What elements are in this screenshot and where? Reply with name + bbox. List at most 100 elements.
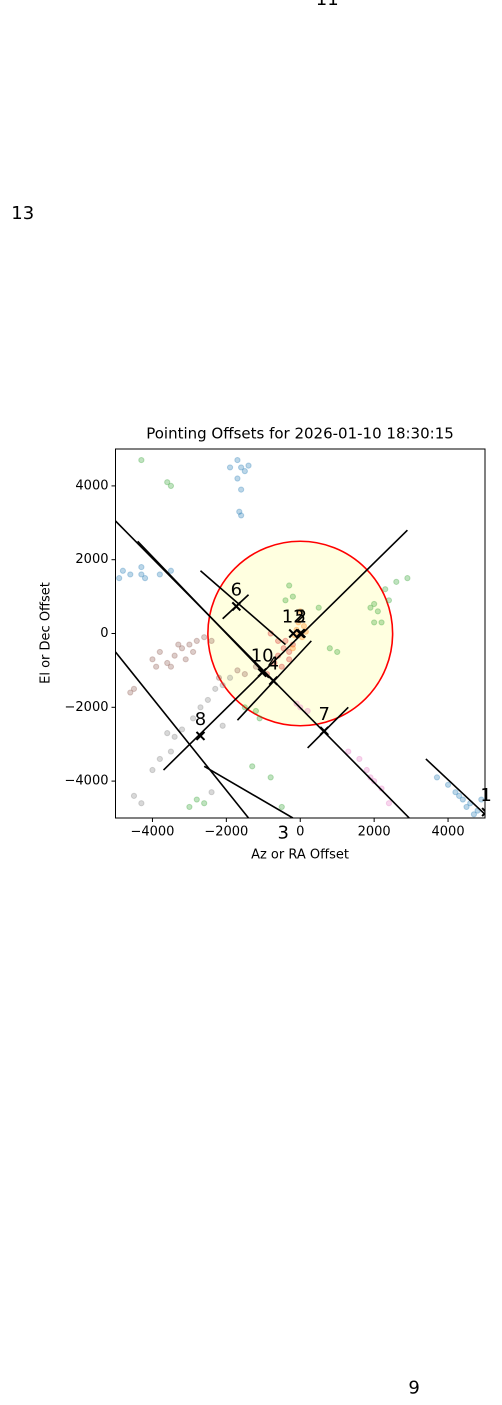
scatter-point bbox=[156, 755, 163, 763]
scatter-point bbox=[182, 656, 189, 663]
scatter-point bbox=[245, 462, 252, 469]
scatter-point bbox=[138, 800, 145, 807]
scatter-point bbox=[208, 789, 215, 796]
scatter-point bbox=[149, 766, 156, 774]
scatter-point bbox=[201, 634, 208, 641]
x-tick-label: 4000 bbox=[432, 825, 465, 840]
scatter-point bbox=[167, 748, 175, 755]
scatter-point bbox=[385, 800, 393, 807]
scatter-point bbox=[130, 792, 138, 799]
scatter-point bbox=[167, 482, 175, 489]
scatter-point bbox=[444, 781, 452, 788]
scatter-point bbox=[164, 479, 171, 486]
scatter-point bbox=[236, 508, 243, 515]
point-marker bbox=[231, 601, 242, 612]
scatter-point bbox=[249, 763, 256, 770]
scatter-point bbox=[167, 663, 175, 670]
point-label: 4 bbox=[268, 654, 279, 675]
scatter-point bbox=[456, 792, 463, 799]
x-axis-label: Az or RA Offset bbox=[251, 848, 349, 863]
scatter-point bbox=[452, 789, 459, 796]
scatter-point bbox=[282, 637, 289, 644]
point-label: 3 bbox=[278, 822, 289, 843]
offset-line bbox=[115, 520, 410, 818]
offset-line bbox=[115, 651, 250, 818]
y-tick-label: −2000 bbox=[65, 700, 109, 715]
point-label: 1 bbox=[480, 785, 491, 806]
y-tick-label: −4000 bbox=[65, 774, 109, 789]
scatter-point bbox=[175, 641, 182, 648]
scatter-point bbox=[404, 575, 411, 582]
scatter-point bbox=[171, 652, 178, 659]
scatter-point bbox=[286, 648, 293, 656]
point-marker bbox=[481, 807, 485, 817]
scatter-point bbox=[201, 800, 208, 807]
scatter-point bbox=[234, 667, 241, 674]
scatter-point bbox=[393, 578, 400, 585]
scatter-point bbox=[164, 659, 171, 667]
point-marker bbox=[410, 1401, 418, 1405]
scatter-point bbox=[371, 600, 378, 608]
scatter-point bbox=[295, 619, 302, 626]
scatter-point bbox=[367, 774, 374, 781]
scatter-point bbox=[178, 645, 186, 652]
scatter-point bbox=[241, 468, 248, 475]
scatter-point bbox=[186, 641, 193, 648]
scatter-point bbox=[186, 803, 193, 811]
scatter-point bbox=[164, 730, 171, 737]
point-marker bbox=[319, 726, 329, 736]
scatter-point bbox=[378, 619, 385, 626]
scatter-point bbox=[178, 726, 186, 733]
scatter-point bbox=[326, 645, 333, 652]
scatter-point bbox=[382, 586, 389, 593]
y-tick-label: 2000 bbox=[75, 552, 108, 567]
scatter-point bbox=[141, 575, 149, 582]
point-label: 5 bbox=[295, 607, 306, 628]
plot-area bbox=[19, 226, 485, 1405]
scatter-point bbox=[334, 648, 341, 656]
scatter-point bbox=[116, 575, 123, 582]
scatter-point bbox=[345, 748, 352, 755]
scatter-point bbox=[189, 648, 197, 656]
point-label: 9 bbox=[408, 1378, 419, 1399]
scatter-point bbox=[374, 608, 381, 615]
scatter-point bbox=[304, 707, 311, 715]
scatter-point bbox=[153, 663, 160, 670]
annotations: 12345678910111213 bbox=[11, 0, 492, 1399]
scatter-point bbox=[138, 456, 145, 464]
scatter-point bbox=[289, 645, 296, 652]
scatter-point bbox=[238, 464, 245, 471]
scatter-point bbox=[130, 685, 138, 692]
y-tick-label: 4000 bbox=[75, 478, 108, 493]
scatter-point bbox=[315, 604, 322, 611]
scatter-point bbox=[371, 619, 378, 626]
scatter-point bbox=[286, 582, 293, 589]
scatter-point bbox=[241, 704, 248, 711]
point-marker bbox=[19, 226, 27, 234]
point-marker bbox=[257, 667, 267, 678]
scatter-point bbox=[189, 715, 197, 722]
scatter-point bbox=[127, 689, 134, 696]
scatter-point bbox=[478, 796, 485, 803]
scatter-point bbox=[286, 656, 293, 663]
point-label: 12 bbox=[282, 607, 305, 628]
scatter-point bbox=[138, 571, 145, 578]
scatter-point bbox=[226, 464, 234, 471]
scatter-point bbox=[363, 766, 370, 774]
point-marker bbox=[268, 676, 278, 686]
scatter-point bbox=[252, 707, 260, 715]
scatter-point bbox=[234, 456, 241, 464]
offset-line bbox=[425, 758, 485, 815]
scatter-point bbox=[470, 811, 478, 818]
scatter-point bbox=[238, 512, 245, 519]
scatter-point bbox=[297, 608, 304, 615]
scatter-point bbox=[219, 722, 226, 729]
scatter-point bbox=[256, 715, 263, 722]
chart-title: Pointing Offsets for 2026-01-10 18:30:15 bbox=[146, 425, 454, 443]
point-label: 11 bbox=[316, 0, 339, 10]
scatter-point bbox=[234, 475, 241, 482]
scatter-point bbox=[193, 796, 200, 803]
x-tick-label: 0 bbox=[296, 825, 304, 840]
scatter-point bbox=[385, 597, 393, 604]
